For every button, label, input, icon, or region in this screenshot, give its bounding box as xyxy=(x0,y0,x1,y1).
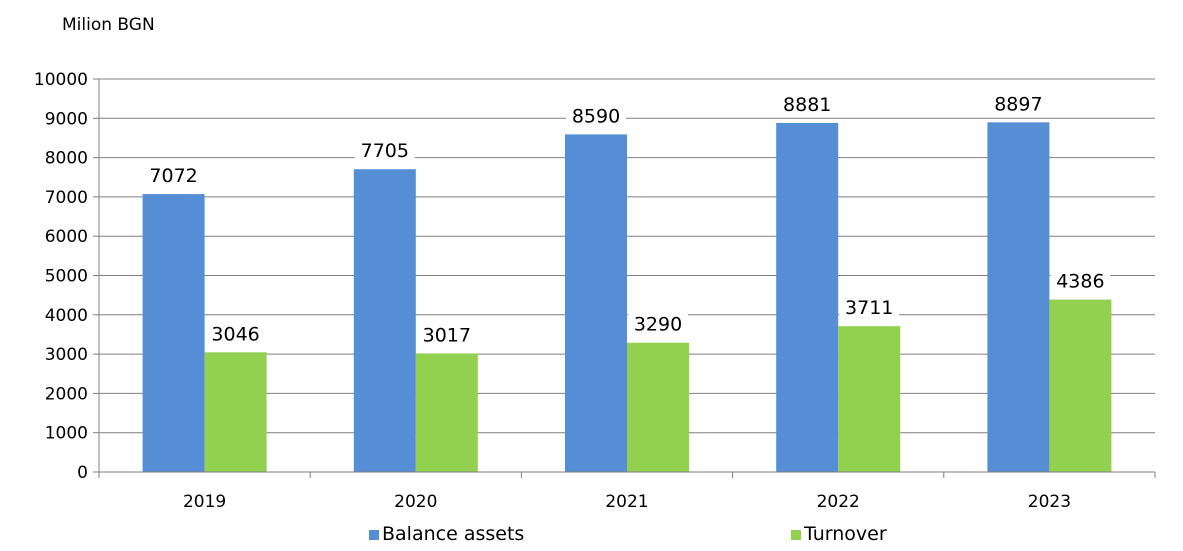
data-label: 8590 xyxy=(572,105,620,127)
y-tick-label: 7000 xyxy=(45,188,88,208)
data-label-bg xyxy=(143,162,204,189)
data-label: 8881 xyxy=(783,94,831,116)
data-label-bg xyxy=(988,90,1049,117)
x-tick-label: 2020 xyxy=(394,492,437,512)
y-tick-label: 4000 xyxy=(45,306,88,326)
data-label: 8897 xyxy=(994,93,1042,115)
x-tick-label: 2023 xyxy=(1028,492,1071,512)
data-label: 3711 xyxy=(845,297,893,319)
bar-balance-assets-2021 xyxy=(565,134,627,472)
data-label-bg xyxy=(354,137,415,164)
data-label-bg xyxy=(416,321,477,348)
data-label: 3017 xyxy=(423,324,471,346)
data-label-bg xyxy=(839,294,900,321)
bar-balance-assets-2019 xyxy=(142,194,205,472)
data-label-bg xyxy=(628,310,688,337)
data-label: 7072 xyxy=(149,165,197,187)
bar-turnover-2019 xyxy=(204,352,267,472)
legend-label: Balance assets xyxy=(382,523,524,545)
data-label-bg xyxy=(777,90,838,117)
data-label: 3290 xyxy=(634,314,682,336)
data-label: 4386 xyxy=(1056,271,1104,293)
x-tick-label: 2019 xyxy=(183,492,226,512)
bars-group xyxy=(142,122,1112,473)
data-label: 7705 xyxy=(361,140,409,162)
bar-balance-assets-2023 xyxy=(987,122,1050,472)
x-tick-label: 2021 xyxy=(605,492,648,512)
legend-swatch xyxy=(791,530,801,540)
y-tick-label: 6000 xyxy=(45,227,88,247)
y-tick-label: 10000 xyxy=(34,70,88,90)
y-tick-label: 2000 xyxy=(45,384,88,404)
x-tick-label: 2022 xyxy=(817,492,860,512)
y-axis-title: Milion BGN xyxy=(62,15,155,35)
axes: 0 1000 2000 3000 4000 5000 6000 7000 8000 9000 100… xyxy=(34,70,1156,512)
y-tick-label: 1000 xyxy=(45,424,88,444)
bar-turnover-2020 xyxy=(415,353,478,472)
bar-balance-assets-2022 xyxy=(776,122,839,473)
y-tick-label: 3000 xyxy=(45,345,88,365)
bar-turnover-2022 xyxy=(838,326,901,472)
data-label-bg xyxy=(205,320,266,347)
legend-label: Turnover xyxy=(803,523,887,545)
bar-balance-assets-2020 xyxy=(353,169,416,473)
data-label-bg xyxy=(1050,267,1111,294)
data-labels-group: 7072 3046 7705 3017 8590 3290 8881 3711 8897 4386 xyxy=(143,90,1111,348)
y-tick-label: 0 xyxy=(77,463,88,483)
y-tick-label: 8000 xyxy=(45,149,88,169)
y-tick-label: 9000 xyxy=(45,109,88,129)
legend: Balance assets Turnover xyxy=(369,523,887,545)
data-label-bg xyxy=(566,102,626,129)
y-tick-label: 5000 xyxy=(45,267,88,287)
legend-swatch xyxy=(369,530,379,540)
bar-turnover-2023 xyxy=(1049,299,1112,472)
bar-turnover-2021 xyxy=(627,342,689,472)
data-label: 3046 xyxy=(211,323,259,345)
